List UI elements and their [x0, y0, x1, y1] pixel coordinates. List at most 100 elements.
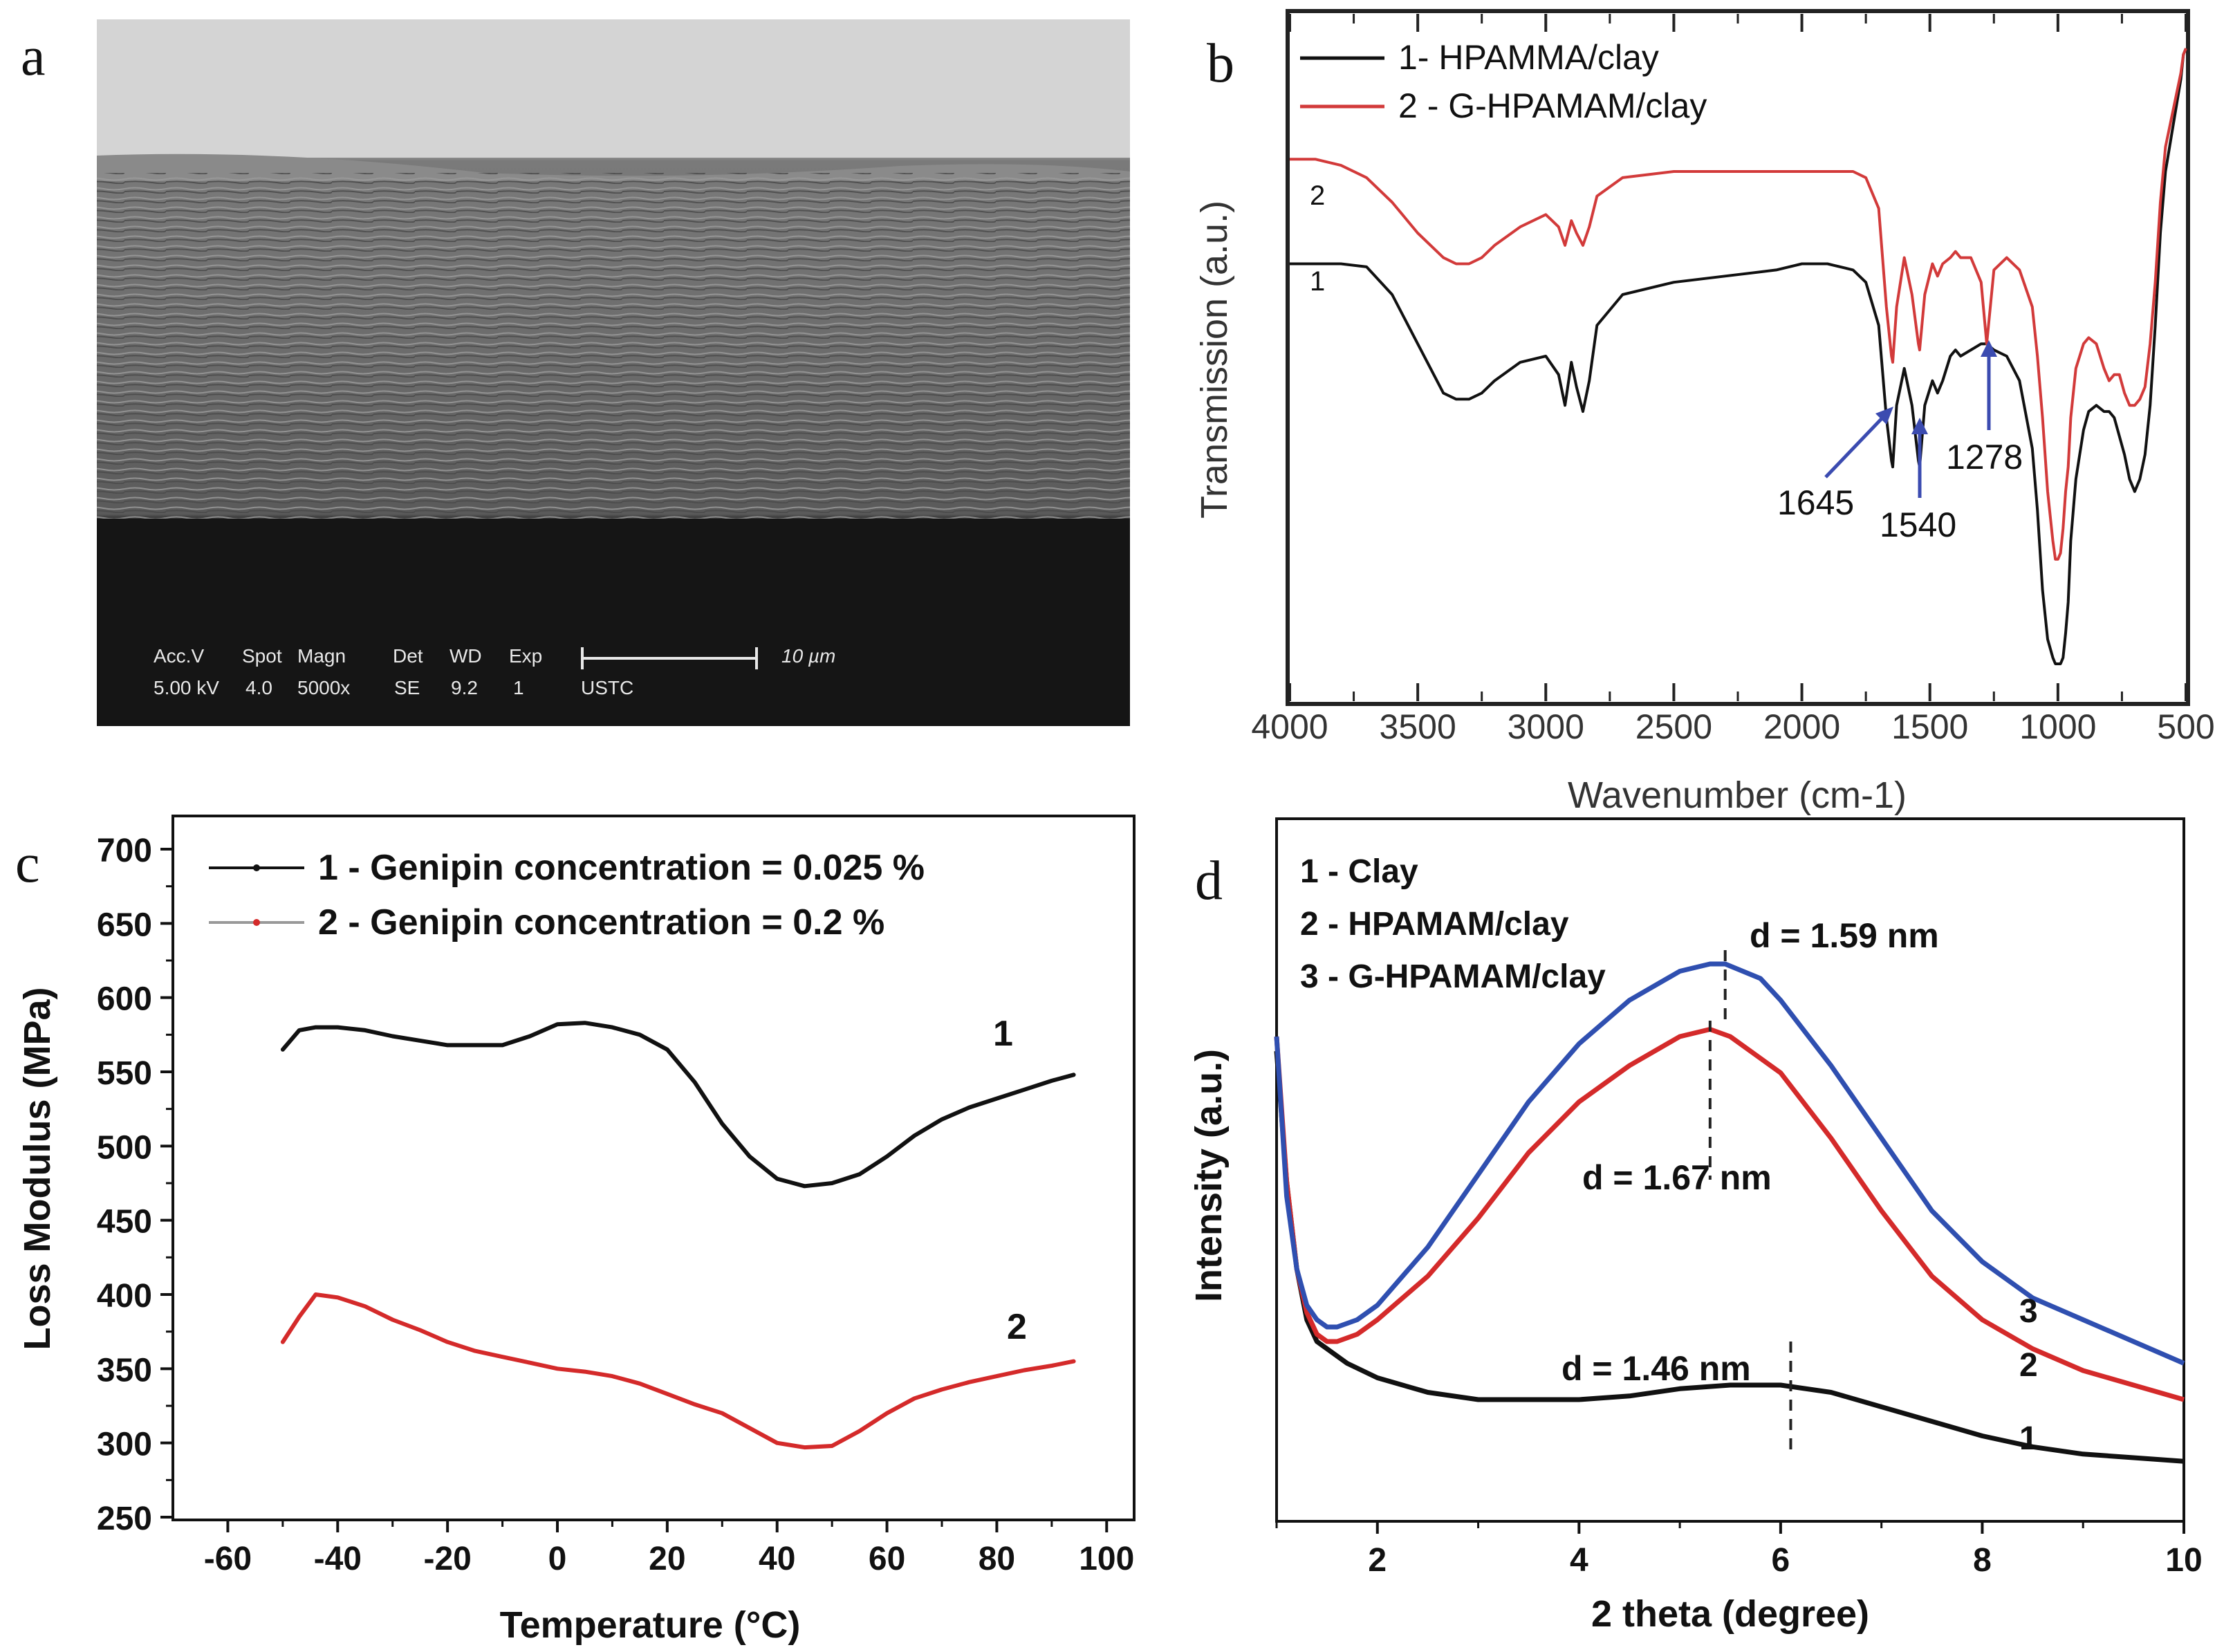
- x-tick-label-c: 20: [649, 1541, 685, 1577]
- y-tick-label-c: 400: [97, 1278, 152, 1315]
- sem-hdr-magn: Magn: [297, 645, 346, 667]
- plot-frame-d: [1275, 817, 2185, 1523]
- x-tick-label-c: -20: [423, 1541, 471, 1577]
- sem-val-exp: 1: [513, 677, 524, 698]
- y-tick-label-c: 650: [97, 907, 152, 943]
- y-tick-label-c: 350: [97, 1352, 152, 1389]
- y-tick-label-c: 600: [97, 981, 152, 1018]
- sem-val-spot: 4.0: [245, 677, 272, 698]
- x-tick-label-d: 8: [1973, 1542, 1992, 1579]
- x-tick-label-c: 100: [1079, 1541, 1134, 1577]
- curve-label-c-2: 2: [1007, 1307, 1027, 1347]
- legend-marker-c-1: [253, 864, 260, 871]
- legend-label-d-2: 2 - HPAMAM/clay: [1300, 906, 1569, 943]
- arrowhead-1540: [1911, 418, 1928, 434]
- axis-label-d-y: Intensity (a.u.): [1188, 1049, 1230, 1302]
- series-line-c-1: [280, 1021, 1076, 1189]
- axis-label-c-y: Loss Modulus (MPa): [17, 987, 58, 1351]
- annotation-1645: 1645: [1777, 483, 1854, 522]
- arrowhead-1645: [1875, 407, 1893, 425]
- x-tick-label-c: 0: [548, 1541, 567, 1577]
- sem-hdr-wd: WD: [450, 645, 482, 667]
- x-tick-label-b: 500: [2157, 707, 2214, 746]
- y-tick-label-c: 300: [97, 1427, 152, 1463]
- sem-info-bar: Acc.V Spot Magn Det WD Exp 5.00 kV 4.0 5…: [154, 645, 835, 698]
- x-tick-label-d: 2: [1368, 1542, 1387, 1579]
- x-tick-label-b: 1000: [2019, 707, 2096, 746]
- legend-marker-c-2: [253, 919, 260, 926]
- ticks-c: 250 300 350 400 450 500 550 600 650 700 -60 -40 -20 0…: [97, 833, 1134, 1577]
- axis-label-c-x: Temperature (°C): [500, 1604, 801, 1646]
- panel-label-a: a: [21, 26, 46, 87]
- sem-layered-section: [97, 173, 1130, 519]
- panel-label-d: d: [1195, 851, 1223, 911]
- legend-label-b-1: 1- HPAMMA/clay: [1398, 38, 1659, 77]
- panel-label-c: c: [15, 833, 40, 894]
- x-tick-label-b: 3000: [1508, 707, 1584, 746]
- series-line-d-1: [1274, 1050, 2185, 1464]
- panel-label-b: b: [1207, 33, 1234, 94]
- ir-annotations: 1645 1540 1278: [1777, 340, 2023, 544]
- curve-label-b-1: 1: [1310, 266, 1325, 297]
- sem-hdr-exp: Exp: [509, 645, 542, 667]
- ticks-b: 4000 3500 3000 2500 2000 1500 1000 500: [1251, 14, 2215, 746]
- x-tick-label-c: 60: [869, 1541, 905, 1577]
- sem-institution: USTC: [581, 677, 633, 698]
- legend-label-b-2: 2 - G-HPAMAM/clay: [1398, 86, 1707, 125]
- legend-label-c-2: 2 - Genipin concentration = 0.2 %: [318, 902, 884, 943]
- series-c: [280, 1021, 1076, 1450]
- series-d: [1274, 950, 2185, 1464]
- axis-label-d-x: 2 theta (degree): [1591, 1593, 1869, 1635]
- annotation-d-167: d = 1.67 nm: [1582, 1158, 1772, 1197]
- x-tick-label-b: 3500: [1380, 707, 1456, 746]
- y-tick-label-c: 700: [97, 833, 152, 869]
- x-tick-label-c: -40: [314, 1541, 362, 1577]
- plot-frame-c: [172, 815, 1136, 1521]
- x-tick-label-b: 2500: [1635, 707, 1712, 746]
- axis-label-b-y: Transmission (a.u.): [1194, 201, 1235, 519]
- plot-frame-b: [1286, 9, 2190, 706]
- panel-a: a Acc.V Spot Magn Det WD Exp 5.00 kV 4.0…: [21, 19, 1130, 726]
- sem-val-det: SE: [394, 677, 420, 698]
- series-line-b-1: [1290, 48, 2187, 665]
- legend-label-c-1: 1 - Genipin concentration = 0.025 %: [318, 848, 925, 888]
- sem-substrate: [97, 519, 1130, 726]
- series-line-c-2: [280, 1292, 1076, 1450]
- x-tick-label-d: 6: [1772, 1542, 1790, 1579]
- axis-label-b-x: Wavenumber (cm-1): [1568, 774, 1907, 816]
- x-tick-label-c: 80: [979, 1541, 1015, 1577]
- legend-label-d-1: 1 - Clay: [1300, 853, 1418, 890]
- series-line-b-2: [1290, 48, 2187, 561]
- y-tick-label-c: 450: [97, 1204, 152, 1241]
- series-line-d-2: [1274, 1027, 2185, 1402]
- x-tick-label-c: 40: [759, 1541, 795, 1577]
- sem-val-wd: 9.2: [451, 677, 478, 698]
- curve-label-d-1: 1: [2019, 1420, 2038, 1457]
- sem-hdr-spot: Spot: [242, 645, 282, 667]
- sem-hdr-det: Det: [393, 645, 423, 667]
- x-tick-label-d: 4: [1570, 1542, 1588, 1579]
- panel-b: b 4000 3500 3000 2500 2000 1500 1000 500 1- HPA…: [1194, 9, 2215, 816]
- x-tick-label-c: -60: [204, 1541, 252, 1577]
- series-b: [1290, 48, 2187, 665]
- series-line-d-3: [1274, 961, 2185, 1366]
- legend-label-d-3: 3 - G-HPAMAM/clay: [1300, 958, 1606, 995]
- x-tick-label-b: 2000: [1763, 707, 1840, 746]
- sem-scalebar-label: 10 µm: [781, 645, 835, 667]
- curve-label-c-1: 1: [993, 1014, 1013, 1054]
- panel-d: d 2 4 6 8 10 1 - Clay 2 - HPAMAM/clay 3 - G-…: [1188, 817, 2203, 1635]
- ticks-d: 2 4 6 8 10: [1275, 1521, 2203, 1579]
- curve-label-d-2: 2: [2019, 1347, 2038, 1384]
- x-tick-label-b: 4000: [1251, 707, 1328, 746]
- x-tick-label-d: 10: [2165, 1542, 2202, 1579]
- y-tick-label-c: 250: [97, 1501, 152, 1537]
- annotation-d-159: d = 1.59 nm: [1750, 916, 1939, 955]
- annotation-d-146: d = 1.46 nm: [1561, 1349, 1751, 1388]
- curve-label-d-3: 3: [2019, 1293, 2038, 1330]
- x-tick-label-b: 1500: [1891, 707, 1968, 746]
- sem-hdr-accv: Acc.V: [154, 645, 204, 667]
- sem-val-magn: 5000x: [297, 677, 350, 698]
- annotation-1540: 1540: [1880, 505, 1956, 544]
- y-tick-label-c: 550: [97, 1055, 152, 1092]
